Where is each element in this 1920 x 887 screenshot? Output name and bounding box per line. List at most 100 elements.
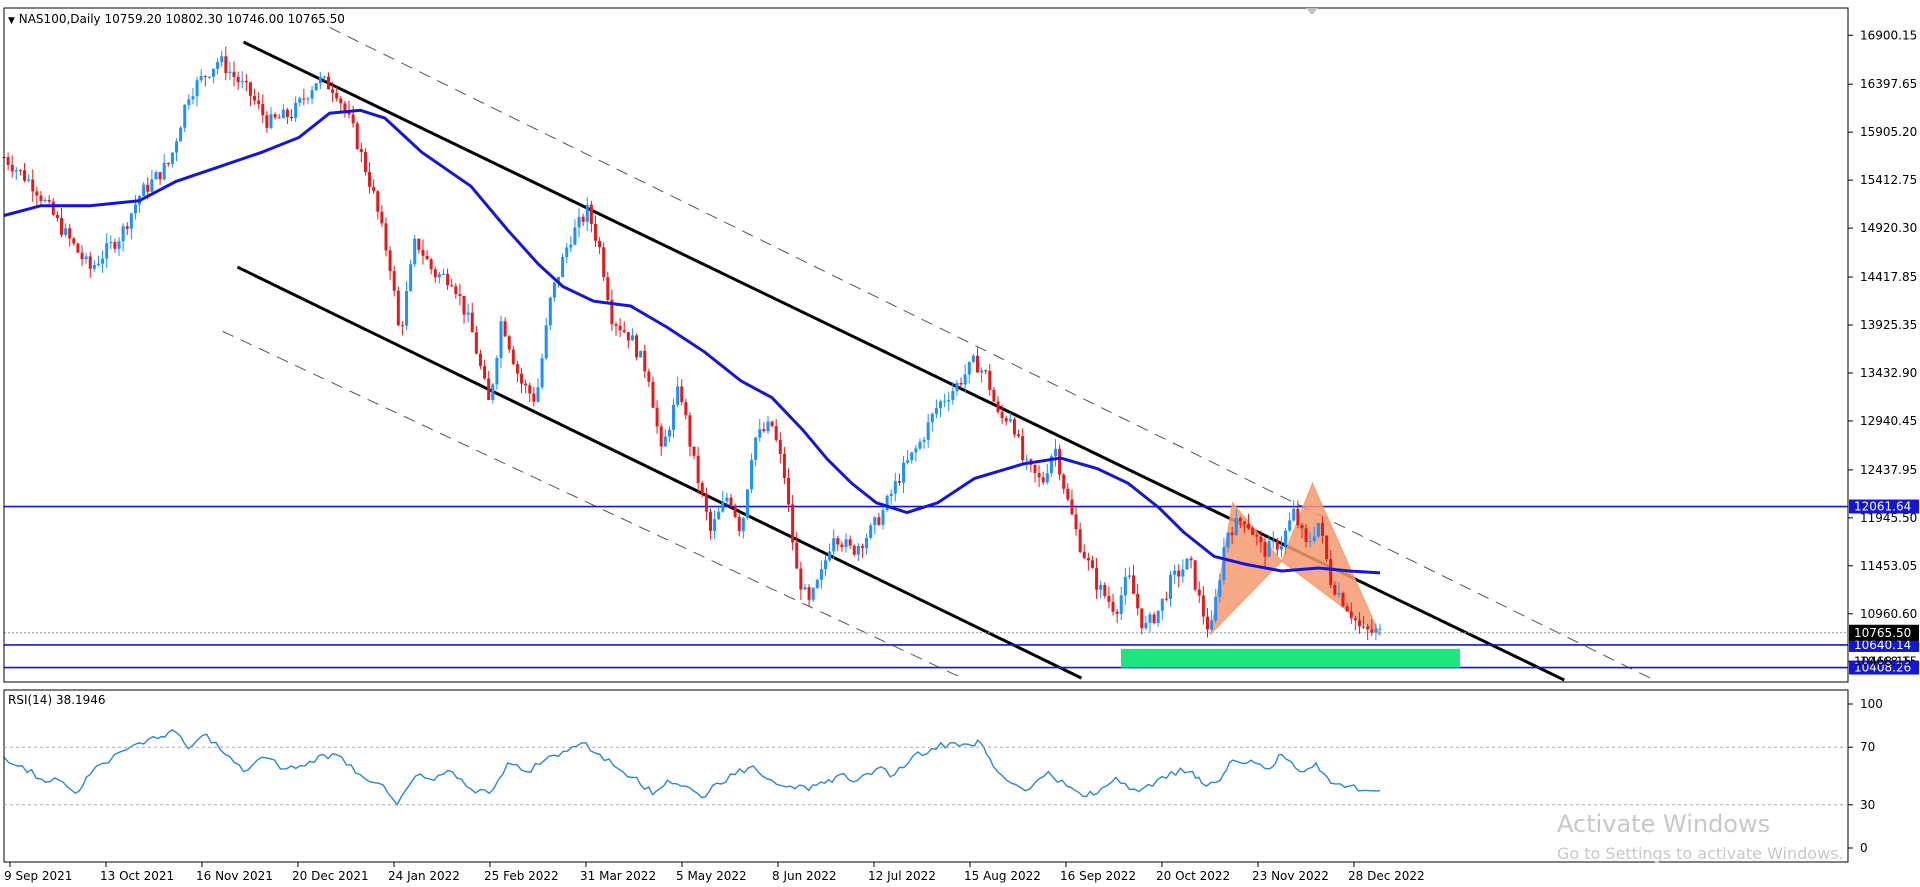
candle-body	[1312, 536, 1316, 541]
candle-body	[240, 80, 244, 83]
candle-body	[733, 505, 737, 517]
candle-body	[552, 282, 556, 298]
rsi-tick-label: 70	[1860, 740, 1875, 754]
current-price-label: 10765.50	[1854, 626, 1911, 640]
candle-body	[1066, 488, 1070, 500]
candle-body	[1049, 456, 1053, 474]
candle-body	[368, 172, 372, 187]
candle-body	[667, 429, 671, 437]
candle-body	[1189, 558, 1193, 561]
candle-body	[396, 290, 400, 326]
candle-body	[692, 446, 696, 456]
candle-body	[910, 452, 914, 461]
candle-body	[314, 83, 318, 91]
y-tick-label: 16397.65	[1860, 77, 1917, 91]
candle-body	[1267, 540, 1271, 557]
candle-body	[893, 481, 897, 494]
candle-body	[737, 516, 741, 532]
candle-body	[1263, 542, 1267, 557]
candle-body	[754, 437, 758, 460]
candle-body	[68, 228, 72, 239]
candle-body	[211, 68, 215, 77]
y-tick-label: 12940.45	[1860, 414, 1917, 428]
candle-body	[1160, 598, 1164, 611]
candle-body	[676, 386, 680, 405]
candle-body	[943, 401, 947, 403]
candle-body	[216, 62, 220, 69]
candle-body	[113, 242, 117, 249]
price-pane-frame	[3, 7, 1849, 683]
candle-body	[811, 587, 815, 600]
candle-body	[1349, 611, 1353, 619]
candle-body	[376, 191, 380, 212]
candle-body	[1021, 436, 1025, 460]
candle-body	[1210, 620, 1214, 630]
candle-body	[425, 255, 429, 260]
candle-body	[643, 350, 647, 372]
candle-body	[487, 378, 491, 400]
candle-body	[450, 285, 454, 287]
candle-body	[536, 387, 540, 402]
candle-body	[154, 172, 158, 180]
candle-body	[1214, 596, 1218, 621]
candle-body	[984, 370, 988, 372]
candle-body	[1222, 547, 1226, 580]
candle-body	[195, 80, 199, 97]
candle-body	[179, 127, 183, 142]
candle-body	[865, 538, 869, 548]
candle-body	[655, 407, 659, 427]
y-tick-label: 12437.95	[1860, 463, 1917, 477]
candle-body	[520, 373, 524, 384]
candle-body	[639, 350, 643, 358]
candle-body	[1111, 601, 1115, 612]
candle-body	[795, 542, 799, 569]
level-label: 10408.26	[1854, 661, 1911, 675]
candle-body	[129, 213, 133, 229]
candle-body	[84, 256, 88, 260]
candle-body	[1362, 626, 1366, 628]
candle-body	[6, 157, 10, 165]
candle-body	[1140, 608, 1144, 629]
support-zone	[1121, 648, 1460, 668]
candle-body	[1045, 473, 1049, 483]
candle-body	[988, 370, 992, 390]
candle-body	[569, 244, 573, 248]
y-tick-label: 15412.75	[1860, 173, 1917, 187]
candle-body	[388, 250, 392, 272]
candle-body	[659, 426, 663, 447]
candle-body	[848, 539, 852, 546]
candle-body	[507, 336, 511, 350]
candle-body	[996, 401, 1000, 412]
dropdown-arrow-icon[interactable]: ▼	[8, 16, 15, 26]
candle-body	[470, 312, 474, 333]
level-label: 10640.14	[1854, 638, 1911, 652]
candle-body	[76, 243, 80, 253]
candle-body	[819, 569, 823, 581]
y-tick-label: 14417.85	[1860, 270, 1917, 284]
candle-body	[290, 117, 294, 119]
x-tick-label: 16 Nov 2021	[196, 869, 273, 883]
candle-body	[766, 421, 770, 432]
x-tick-label: 9 Sep 2021	[4, 869, 72, 883]
candle-body	[906, 460, 910, 463]
candle-body	[150, 179, 154, 192]
candle-body	[1058, 448, 1062, 475]
candle-body	[10, 164, 14, 172]
candle-body	[1374, 629, 1378, 633]
candle-body	[1004, 418, 1008, 422]
candle-body	[565, 247, 569, 258]
candle-body	[1156, 610, 1160, 623]
candle-body	[310, 90, 314, 99]
candle-body	[557, 276, 561, 283]
x-tick-label: 20 Dec 2021	[292, 869, 369, 883]
candle-body	[170, 152, 174, 164]
candle-body	[717, 511, 721, 520]
x-tick-label: 8 Jun 2022	[772, 869, 837, 883]
candle-body	[236, 76, 240, 83]
candle-body	[27, 179, 31, 181]
candle-body	[926, 422, 930, 440]
y-tick-label: 13432.90	[1860, 366, 1917, 380]
candle-body	[285, 109, 289, 118]
candle-body	[803, 587, 807, 590]
